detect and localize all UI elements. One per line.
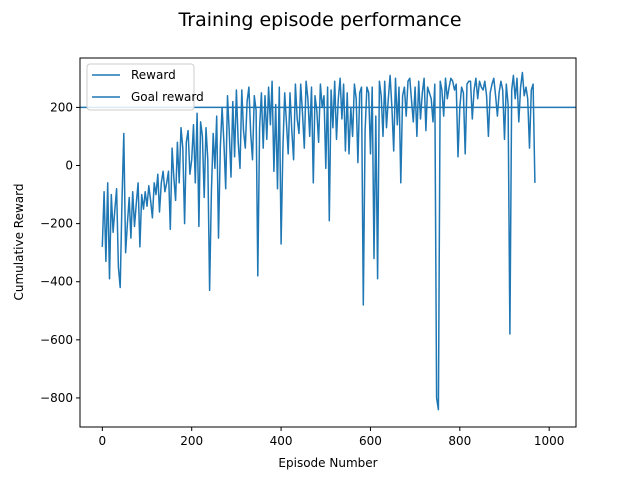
legend-reward-label: Reward bbox=[131, 68, 176, 82]
y-axis: −800 −600 −400 −200 0 200 bbox=[40, 100, 80, 405]
y-tick-label: 200 bbox=[50, 100, 73, 114]
x-tick-label: 600 bbox=[359, 434, 382, 448]
x-axis: 0 200 400 600 800 1000 bbox=[99, 427, 565, 448]
reward-series-line bbox=[101, 71, 536, 411]
x-tick-label: 800 bbox=[448, 434, 471, 448]
x-tick-label: 200 bbox=[180, 434, 203, 448]
x-tick-label: 1000 bbox=[534, 434, 565, 448]
legend-goal-label: Goal reward bbox=[131, 90, 204, 104]
legend: Reward Goal reward bbox=[86, 63, 204, 111]
x-tick-label: 0 bbox=[99, 434, 107, 448]
chart-title: Training episode performance bbox=[177, 9, 461, 31]
x-axis-label: Episode Number bbox=[278, 456, 377, 470]
plot-frame bbox=[79, 57, 577, 428]
y-tick-label: −200 bbox=[40, 217, 73, 231]
x-tick-label: 400 bbox=[270, 434, 293, 448]
y-tick-label: 0 bbox=[65, 159, 73, 173]
y-tick-label: −800 bbox=[40, 391, 73, 405]
y-tick-label: −600 bbox=[40, 333, 73, 347]
y-axis-label: Cumulative Reward bbox=[12, 184, 26, 301]
y-tick-label: −400 bbox=[40, 275, 73, 289]
